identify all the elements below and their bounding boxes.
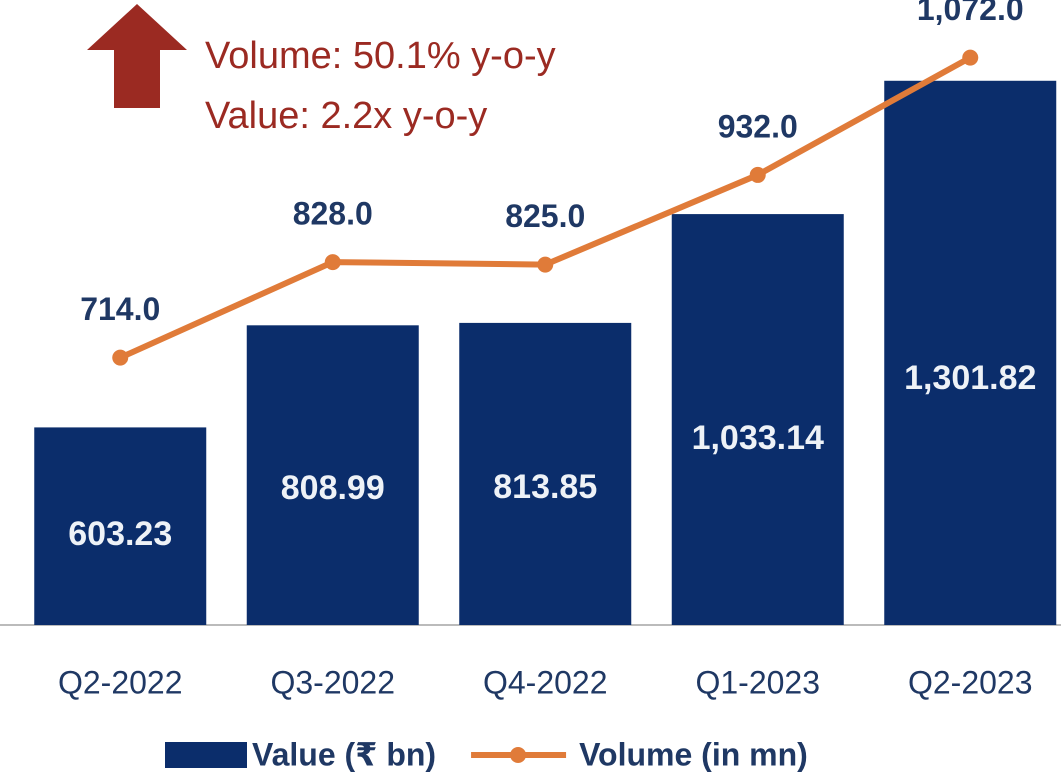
line-value-label: 828.0: [293, 196, 373, 232]
line-value-label: 1,072.0: [917, 0, 1024, 27]
line-point: [749, 166, 766, 183]
bar: [884, 80, 1057, 625]
line-value-label: 714.0: [80, 291, 160, 327]
x-tick-label: Q2-2023: [908, 664, 1033, 700]
legend-label: Value (₹ bn): [252, 736, 436, 772]
x-tick-label: Q4-2022: [483, 664, 608, 700]
line-value-label: 932.0: [718, 108, 798, 144]
legend-swatch: [510, 747, 527, 763]
up-arrow: [87, 4, 187, 108]
bar-value-label: 1,033.14: [692, 419, 824, 457]
bar-value-label: 1,301.82: [904, 359, 1036, 397]
line-point: [537, 256, 554, 273]
bar: [459, 322, 632, 625]
bar: [246, 325, 419, 625]
annotation: Volume: 50.1% y-o-y: [205, 35, 556, 77]
bar-value-label: 808.99: [281, 469, 385, 507]
x-tick-label: Q2-2022: [58, 664, 183, 700]
bar: [671, 214, 844, 626]
bar: [34, 427, 207, 625]
line-value-label: 825.0: [505, 198, 585, 234]
legend-label: Volume (in mn): [579, 736, 808, 772]
line-point: [962, 49, 979, 66]
line-point: [112, 349, 129, 366]
x-tick-label: Q3-2022: [270, 664, 395, 700]
annotation: Value: 2.2x y-o-y: [205, 95, 487, 137]
bar-value-label: 603.23: [68, 515, 172, 553]
bar-value-label: 813.85: [493, 468, 597, 506]
legend-swatch: [165, 742, 247, 768]
x-tick-label: Q1-2023: [695, 664, 820, 700]
line-point: [324, 254, 341, 271]
